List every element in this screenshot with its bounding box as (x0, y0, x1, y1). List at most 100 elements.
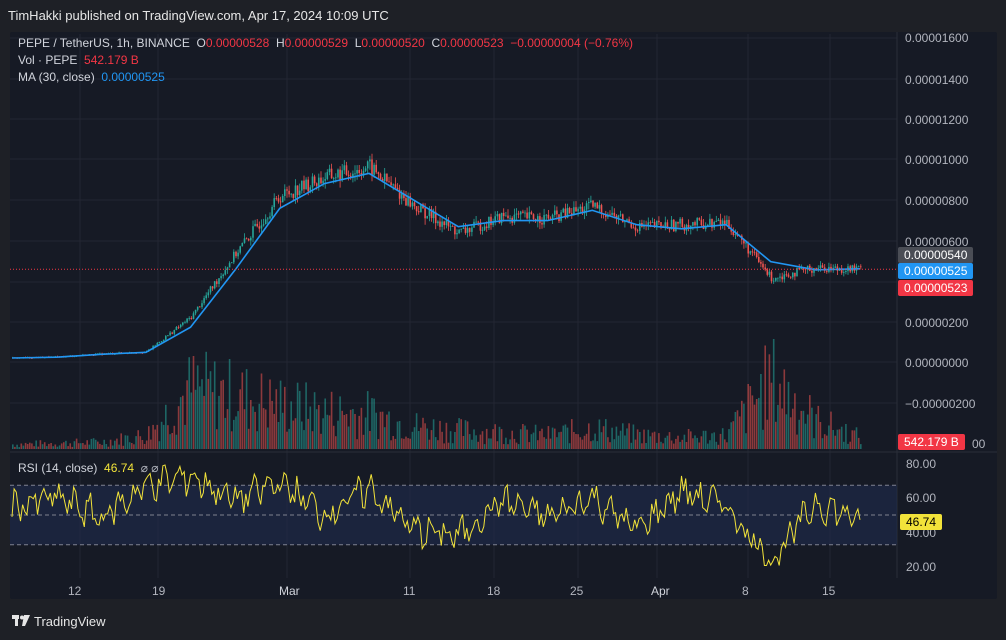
candle-body (224, 270, 227, 275)
volume-bar (796, 434, 798, 449)
volume-label[interactable]: Vol · PEPE (18, 53, 78, 67)
price-tick: 0.00001600 (905, 31, 969, 45)
volume-bar (551, 427, 554, 449)
candle-body (379, 173, 382, 180)
candle-body (698, 218, 701, 220)
candle-body (430, 209, 433, 219)
time-tick: 19 (152, 584, 166, 598)
candle-body (840, 268, 843, 273)
candle-body (492, 222, 494, 225)
volume-bar (188, 357, 190, 449)
candle-body (724, 220, 726, 225)
volume-bar (192, 356, 195, 449)
candle-body (802, 267, 805, 270)
volume-bar (377, 439, 380, 449)
candle-body (315, 183, 318, 186)
rsi-tick: 80.00 (906, 457, 937, 471)
volume-bar (641, 443, 643, 449)
volume-bar (519, 429, 522, 449)
volume-bar (69, 443, 71, 449)
volume-bar (347, 426, 350, 449)
volume-bar (41, 444, 44, 449)
candle-body (554, 210, 556, 215)
candle-body (267, 218, 269, 220)
volume-bar (390, 440, 392, 449)
volume-bar (366, 391, 369, 449)
volume-bar (39, 440, 42, 449)
candle-body (505, 215, 507, 217)
candle-body (188, 318, 190, 319)
volume-bar (466, 421, 469, 449)
candle-body (403, 193, 405, 199)
volume-bar (628, 423, 630, 449)
volume-bar (139, 436, 142, 449)
candle-body (649, 222, 652, 224)
candle-body (522, 211, 524, 213)
volume-bar (445, 422, 448, 449)
candle-body (156, 343, 159, 346)
volume-bar (220, 380, 222, 449)
volume-bar (18, 447, 20, 449)
volume-bar (530, 434, 533, 449)
candle-body (681, 218, 684, 227)
rsi-settings-icon[interactable]: ⌀ ⌀ (140, 461, 159, 475)
volume-bar (847, 443, 849, 449)
ma-label[interactable]: MA (30, close) (18, 70, 95, 84)
candle-body (360, 173, 363, 176)
volume-bar (766, 419, 769, 449)
candle-body (634, 227, 637, 231)
volume-bar (120, 433, 122, 449)
candle-body (216, 281, 218, 284)
candle-body (284, 189, 286, 196)
candle-body (719, 219, 722, 226)
time-tick: 18 (487, 584, 501, 598)
volume-bar (122, 445, 125, 449)
candle-body (562, 208, 565, 213)
ma-price-tag: 0.00000525 (898, 263, 974, 279)
volume-bar (630, 442, 633, 449)
volume-bar (562, 425, 565, 449)
change-value: −0.00000004 (−0.76%) (510, 36, 633, 50)
volume-bar (63, 442, 65, 449)
candle-body (789, 276, 792, 278)
volume-bar (201, 379, 203, 449)
volume-bar (46, 446, 48, 449)
volume-bar (43, 442, 46, 449)
volume-bar (802, 410, 805, 449)
price-tick: −0.00000200 (905, 397, 976, 411)
volume-bar (605, 419, 607, 449)
volume-bar (196, 365, 199, 449)
rsi-label[interactable]: RSI (14, close) (18, 461, 98, 475)
volume-bar (830, 411, 832, 449)
volume-bar (107, 446, 110, 449)
volume-bar (762, 429, 764, 449)
symbol-label[interactable]: PEPE / TetherUS, 1h, BINANCE (18, 36, 190, 50)
volume-bar (226, 409, 229, 449)
volume-bar (581, 439, 584, 449)
volume-bar (728, 429, 730, 449)
candle-body (660, 222, 662, 227)
tradingview-brand[interactable]: TradingView (12, 614, 106, 629)
candle-body (445, 220, 448, 226)
candle-body (160, 341, 163, 342)
volume-bar (22, 445, 25, 449)
volume-bar (588, 423, 590, 449)
candle-body (502, 212, 505, 217)
candle-body (449, 226, 452, 227)
candle-body (760, 262, 762, 264)
candle-body (443, 221, 445, 226)
candle-body (696, 218, 698, 226)
volume-bar (613, 439, 616, 449)
candle-body (647, 222, 650, 226)
time-tick: 12 (68, 584, 82, 598)
volume-bar (305, 382, 307, 449)
volume-bar (811, 407, 813, 449)
volume-bar (158, 441, 161, 449)
volume-bar (632, 424, 635, 449)
volume-bar (420, 427, 422, 449)
volume-bar (794, 393, 796, 449)
volume-bar (152, 424, 154, 449)
volume-bar (505, 437, 507, 449)
candle-body (201, 303, 203, 308)
